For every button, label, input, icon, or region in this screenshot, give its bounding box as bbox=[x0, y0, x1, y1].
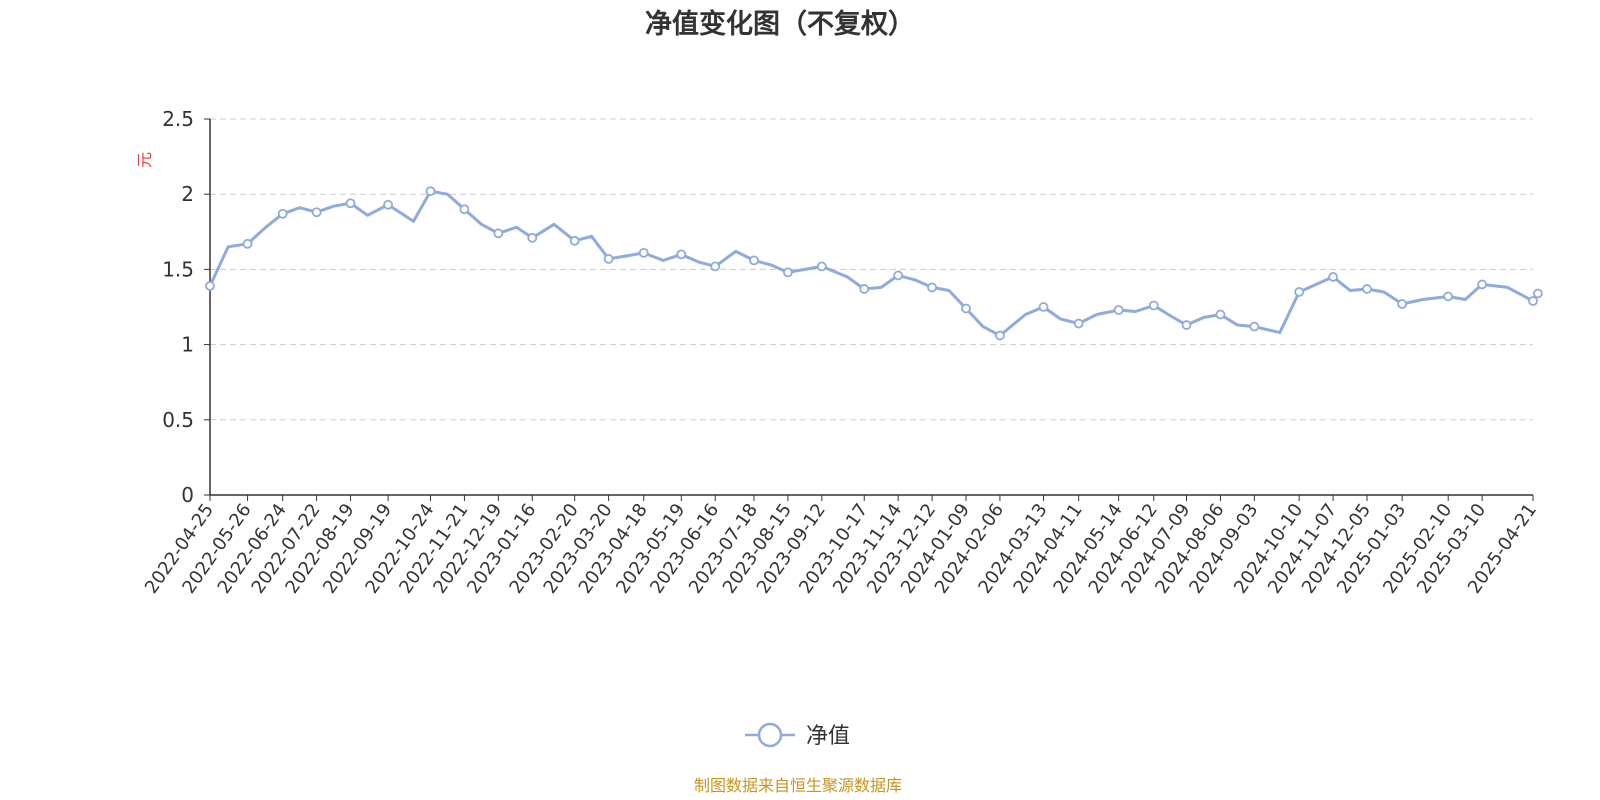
x-axis-ticks: 2022-04-252022-05-262022-06-242022-07-22… bbox=[141, 495, 1541, 598]
data-point bbox=[459, 204, 470, 215]
data-point bbox=[1113, 305, 1124, 315]
data-point bbox=[425, 186, 436, 197]
legend[interactable]: 净值 bbox=[745, 722, 850, 749]
data-point bbox=[527, 232, 538, 243]
data-point bbox=[927, 282, 937, 293]
data-point bbox=[710, 261, 721, 272]
data-point bbox=[783, 267, 793, 278]
data-point bbox=[277, 208, 288, 219]
data-point bbox=[1073, 318, 1084, 329]
legend-marker-icon bbox=[757, 722, 783, 748]
series-points bbox=[205, 186, 1543, 341]
data-point bbox=[493, 228, 504, 239]
y-tick-label: 0 bbox=[181, 483, 194, 507]
data-point bbox=[311, 207, 322, 218]
data-point bbox=[1181, 320, 1192, 330]
data-point bbox=[638, 247, 649, 258]
data-point bbox=[603, 253, 614, 264]
chart-title: 净值变化图（不复权） bbox=[645, 8, 915, 40]
data-point bbox=[961, 303, 971, 314]
y-tick-label: 0.5 bbox=[162, 408, 194, 432]
data-point bbox=[569, 235, 580, 246]
data-point bbox=[995, 330, 1005, 341]
data-point bbox=[345, 198, 356, 209]
data-point bbox=[205, 281, 215, 291]
series-line-nav bbox=[208, 189, 1540, 338]
y-axis-ticks: 0 0.5 1 1.5 2 2.5 bbox=[162, 107, 210, 507]
data-point bbox=[383, 199, 393, 210]
data-point bbox=[816, 261, 827, 272]
data-point bbox=[859, 284, 870, 294]
data-point bbox=[1397, 299, 1408, 309]
data-point bbox=[1148, 300, 1159, 311]
data-point bbox=[1362, 284, 1372, 294]
data-point bbox=[1249, 321, 1260, 332]
data-point bbox=[893, 270, 904, 281]
data-point bbox=[1328, 272, 1338, 282]
source-note: 制图数据来自恒生聚源数据库 bbox=[694, 776, 902, 795]
data-point bbox=[749, 255, 759, 266]
y-tick-label: 2 bbox=[181, 182, 194, 206]
data-point bbox=[1443, 291, 1454, 302]
y-tick-label: 1.5 bbox=[162, 257, 194, 281]
y-tick-label: 1 bbox=[181, 333, 194, 357]
data-point bbox=[242, 238, 253, 249]
grid-lines bbox=[210, 118, 1533, 421]
legend-label: 净值 bbox=[806, 724, 850, 749]
data-point bbox=[1528, 296, 1538, 306]
data-point bbox=[1294, 287, 1305, 297]
y-tick-label: 2.5 bbox=[162, 107, 194, 131]
data-point bbox=[1532, 288, 1543, 299]
data-point bbox=[1038, 302, 1049, 312]
data-point bbox=[1215, 309, 1226, 320]
data-point bbox=[676, 249, 687, 260]
data-point bbox=[1477, 279, 1488, 290]
y-axis-unit-label: 元 bbox=[135, 152, 154, 168]
